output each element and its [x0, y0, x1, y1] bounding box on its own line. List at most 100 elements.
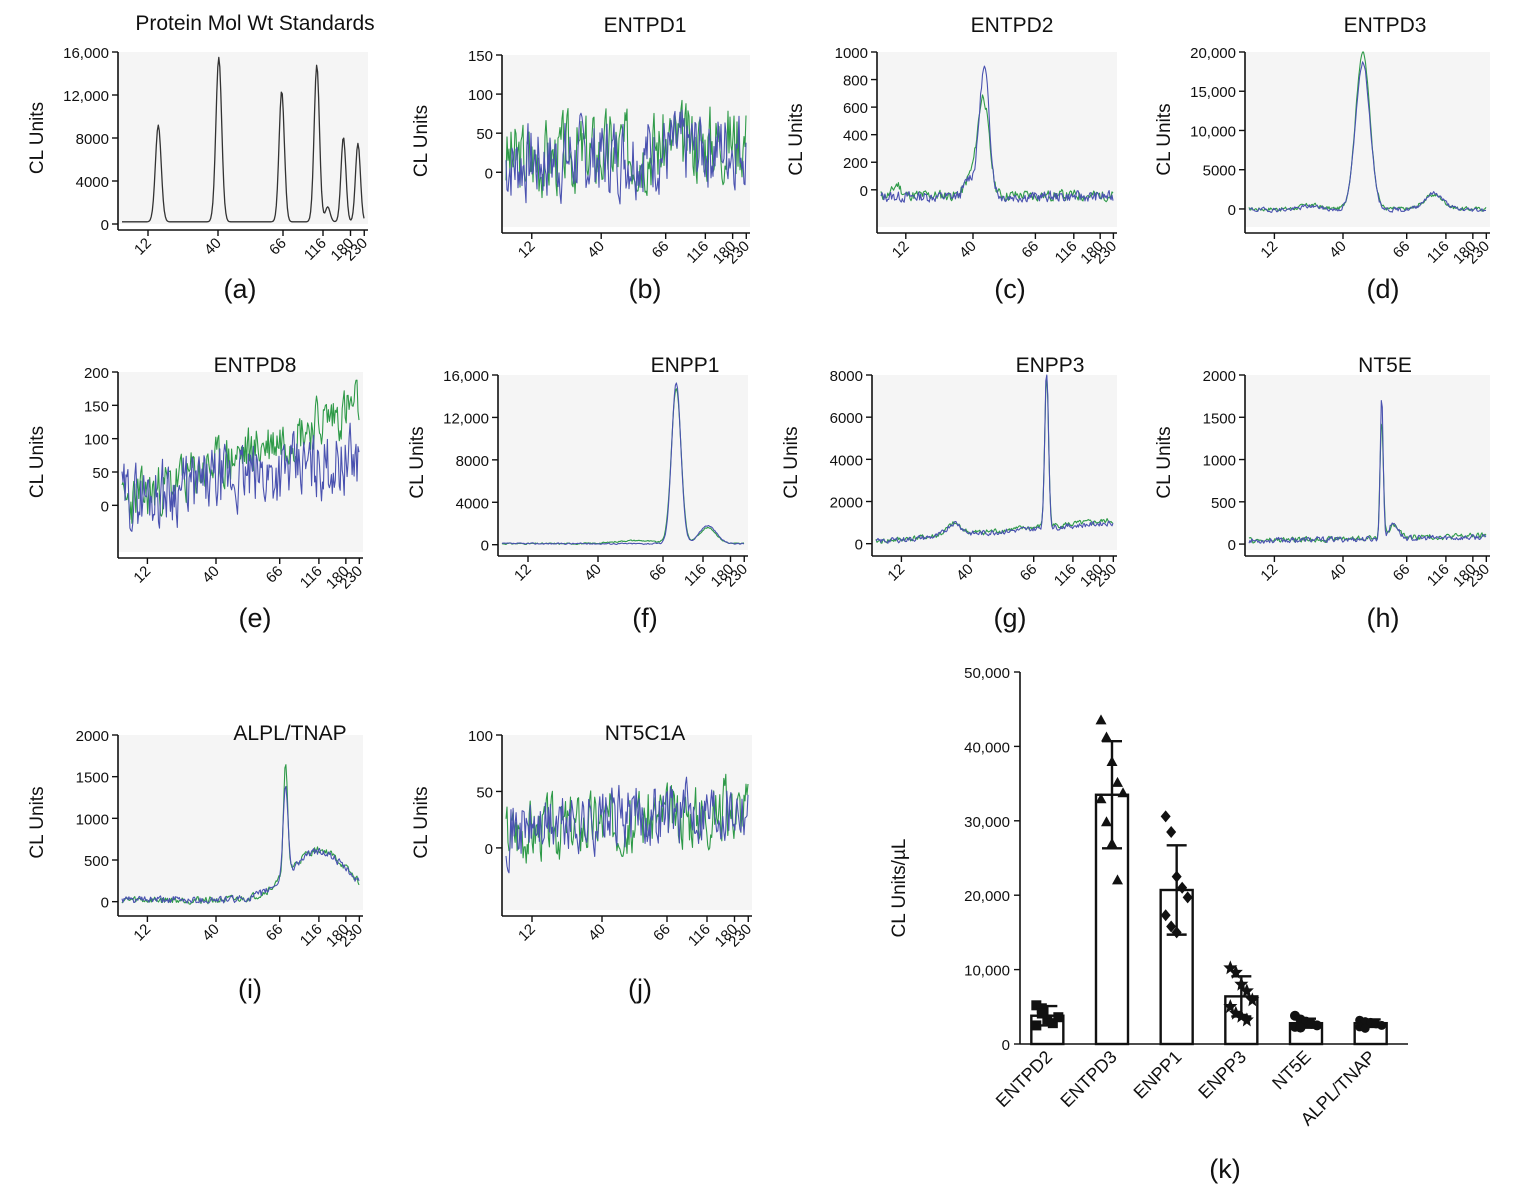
y-tick-label: 16,000 [63, 45, 109, 62]
data-point [1360, 1023, 1370, 1033]
y-tick-label: 8000 [76, 131, 109, 148]
y-tick-label: 1500 [76, 770, 109, 787]
panel-label: (b) [629, 274, 662, 304]
y-tick-label: 20,000 [964, 888, 1010, 905]
y-axis-label: CL Units [411, 786, 432, 858]
bar-2 [1094, 793, 1130, 1046]
y-tick-label: 150 [84, 398, 109, 415]
data-point [1177, 881, 1188, 894]
panel-label: (d) [1367, 274, 1400, 304]
x-tick-label: 116 [681, 561, 710, 590]
x-tick-label: 66 [263, 921, 287, 945]
x-category-label: NT5E [1268, 1047, 1315, 1094]
y-axis-label: CL Units [1154, 426, 1175, 498]
series-line-2 [121, 422, 360, 532]
y-tick-label: 0 [1002, 1037, 1010, 1054]
x-tick-label: 12 [515, 238, 539, 262]
series-line-2 [501, 382, 745, 545]
x-category-label: ENPP1 [1130, 1047, 1186, 1103]
y-tick-label: 10,000 [964, 963, 1010, 980]
y-tick-label: 12,000 [63, 88, 109, 105]
x-tick-label: 40 [956, 238, 980, 262]
x-tick-label: 12 [889, 238, 913, 262]
data-point [1047, 1018, 1058, 1029]
x-tick-label: 40 [1326, 561, 1350, 585]
data-point [1171, 870, 1182, 883]
y-axis-label: CL Units [781, 426, 802, 498]
x-tick-label: 66 [649, 238, 673, 262]
panel-label: (e) [239, 603, 272, 633]
data-point [1245, 992, 1260, 1007]
x-category-label: ENPP3 [1194, 1047, 1250, 1103]
x-tick-label: 40 [201, 235, 225, 259]
y-tick-label: 1000 [76, 811, 109, 828]
x-tick-label: 40 [1326, 238, 1350, 262]
chart-title: ENPP3 [1016, 354, 1085, 377]
data-point [1166, 920, 1177, 933]
data-point [1053, 1012, 1064, 1023]
data-point [1101, 816, 1112, 827]
y-tick-label: 50 [476, 784, 493, 801]
y-tick-label: 400 [843, 128, 868, 145]
data-point [1042, 1014, 1053, 1025]
series-line-2 [505, 109, 747, 205]
x-category-label: ENTPD3 [1056, 1047, 1120, 1111]
panel-label: (k) [1209, 1154, 1240, 1184]
x-category-label: ENTPD2 [992, 1047, 1056, 1111]
y-axis-label: CL Units [407, 426, 428, 498]
plot-area [877, 52, 1117, 227]
x-tick-label: 12 [884, 561, 908, 585]
data-point [1112, 776, 1123, 787]
y-tick-label: 600 [843, 100, 868, 117]
data-point [1106, 837, 1118, 848]
x-tick-label: 116 [297, 921, 326, 950]
panel-label: (j) [628, 974, 652, 1004]
y-tick-label: 4000 [456, 495, 489, 512]
x-tick-label: 116 [1424, 561, 1453, 590]
chart-title: Protein Mol Wt Standards [135, 12, 374, 35]
data-point [1160, 810, 1171, 823]
x-tick-label: 66 [650, 921, 674, 945]
y-tick-label: 200 [84, 365, 109, 382]
series-line-2 [505, 776, 749, 874]
plot-area [118, 52, 368, 224]
plot-area [1245, 375, 1490, 550]
y-tick-label: 50,000 [964, 665, 1010, 682]
data-point [1031, 1000, 1042, 1011]
x-tick-label: 12 [131, 235, 155, 259]
series-line-1 [505, 773, 749, 864]
data-point [1182, 891, 1193, 904]
y-tick-label: 2000 [76, 728, 109, 745]
y-tick-label: 30,000 [964, 814, 1010, 831]
y-tick-label: 500 [1211, 495, 1236, 512]
series-line-2 [121, 785, 360, 904]
y-tick-label: 100 [468, 728, 493, 745]
y-tick-label: 0 [485, 841, 493, 858]
series-line-2 [880, 65, 1114, 203]
x-tick-label: 40 [584, 238, 608, 262]
chart-title: ENPP1 [651, 354, 720, 377]
x-tick-label: 40 [585, 921, 609, 945]
y-axis-label: CL Units [27, 786, 48, 858]
y-tick-label: 12,000 [443, 410, 489, 427]
data-point [1377, 1020, 1387, 1030]
data-point [1166, 825, 1177, 838]
data-point [1239, 983, 1254, 998]
y-tick-label: 0 [860, 183, 868, 200]
y-tick-label: 0 [1228, 537, 1236, 554]
data-point [1223, 960, 1238, 975]
series-line-2 [1248, 400, 1487, 544]
y-tick-label: 800 [843, 73, 868, 90]
panel-k: 0 10,000 20,000 30,000 40,000 50,000 ENTPD2 ENT… [889, 665, 1408, 1184]
panel-label: (g) [994, 603, 1027, 633]
data-point [1106, 756, 1118, 767]
panel-label: (c) [994, 274, 1025, 304]
y-tick-label: 6000 [830, 410, 863, 427]
